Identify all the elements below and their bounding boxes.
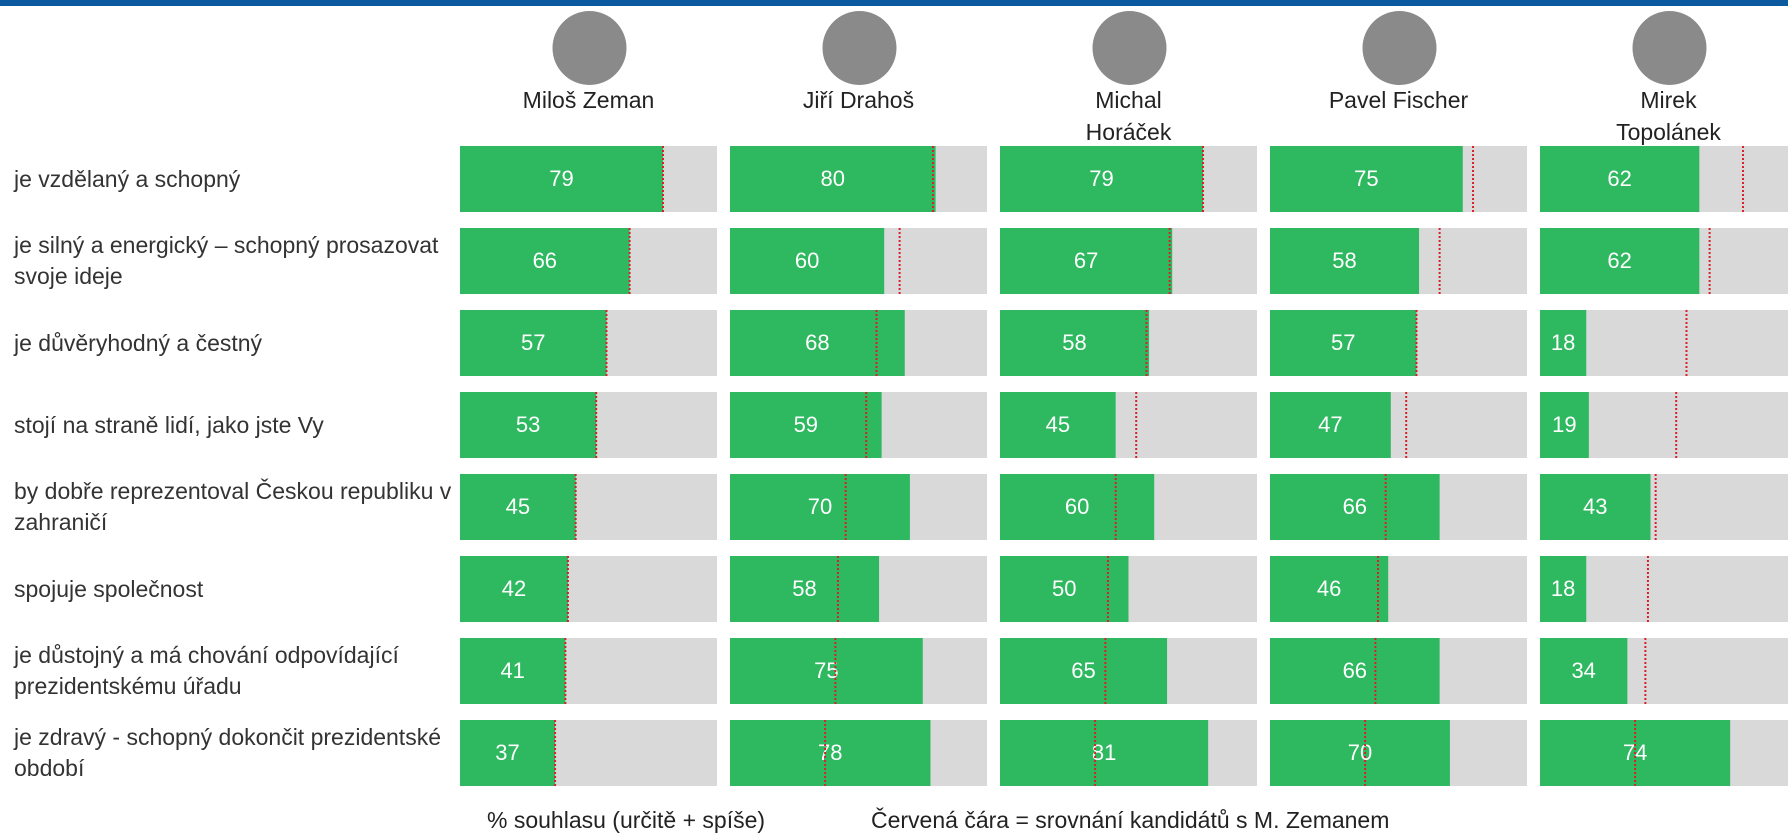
value-label: 60 [795, 248, 819, 273]
bar [460, 228, 630, 294]
value-label: 42 [502, 576, 526, 601]
value-label: 58 [1332, 248, 1356, 273]
value-label: 18 [1551, 330, 1575, 355]
bar [1540, 392, 1589, 458]
bar [1270, 556, 1389, 622]
bar [730, 474, 910, 540]
value-label: 57 [1331, 330, 1355, 355]
value-label: 58 [792, 576, 816, 601]
candidate-name: Michal Horáček [1085, 87, 1172, 145]
bar [1000, 474, 1155, 540]
value-label: 70 [808, 494, 832, 519]
value-label: 80 [821, 166, 845, 191]
bar [1540, 310, 1587, 376]
bar [1270, 392, 1391, 458]
candidate-photo [822, 11, 897, 85]
row-label: je vzdělaný a schopný [14, 165, 241, 192]
top-bar [0, 0, 1788, 6]
bar [1540, 146, 1700, 212]
bar [1270, 638, 1440, 704]
bar [1000, 638, 1168, 704]
bar [730, 556, 880, 622]
value-label: 68 [805, 330, 829, 355]
bar [730, 720, 931, 786]
bar [1000, 310, 1150, 376]
value-label: 79 [1089, 166, 1113, 191]
value-label: 57 [521, 330, 545, 355]
bar [460, 638, 566, 704]
row-label: je silný a energický – schopný prosazova… [14, 232, 439, 289]
bar [460, 310, 607, 376]
row-label: spojuje společnost [14, 575, 204, 602]
candidate-photo [1632, 11, 1707, 85]
candidate-photo [552, 11, 627, 85]
bar [460, 392, 597, 458]
value-label: 19 [1552, 412, 1576, 437]
value-label: 62 [1607, 166, 1631, 191]
value-label: 78 [818, 740, 842, 765]
bar [1540, 638, 1628, 704]
bar [1540, 556, 1587, 622]
row-label: by dobře reprezentoval Českou republiku … [14, 478, 452, 535]
value-label: 67 [1074, 248, 1098, 273]
value-label: 45 [1046, 412, 1070, 437]
value-label: 65 [1071, 658, 1095, 683]
bar [730, 146, 936, 212]
value-label: 66 [533, 248, 557, 273]
row-label: je zdravý - schopný dokončit prezidentsk… [14, 724, 441, 781]
bar [1270, 310, 1417, 376]
candidate-photo [1362, 11, 1437, 85]
bar [460, 146, 664, 212]
annotation: Červená čára = srovnání kandidátů s M. Z… [871, 807, 1390, 833]
bar [1000, 146, 1204, 212]
value-label: 66 [1343, 494, 1367, 519]
value-label: 53 [516, 412, 540, 437]
value-label: 43 [1583, 494, 1607, 519]
bar [1000, 720, 1209, 786]
row-label: je důstojný a má chování odpovídající pr… [14, 642, 399, 699]
bar [730, 228, 885, 294]
value-label: 47 [1318, 412, 1342, 437]
value-label: 79 [549, 166, 573, 191]
annotation: % souhlasu (určitě + spíše) [487, 807, 766, 833]
bar [1270, 720, 1450, 786]
value-label: 45 [506, 494, 530, 519]
bar [1540, 228, 1700, 294]
value-label: 34 [1571, 658, 1595, 683]
value-label: 75 [1354, 166, 1378, 191]
bar [460, 556, 568, 622]
bar [730, 392, 882, 458]
candidate-name: Miloš Zeman [522, 87, 655, 113]
value-label: 18 [1551, 576, 1575, 601]
bar [460, 720, 556, 786]
bar [730, 638, 923, 704]
value-label: 59 [794, 412, 818, 437]
bar [1270, 146, 1463, 212]
value-label: 50 [1052, 576, 1076, 601]
value-label: 60 [1065, 494, 1089, 519]
value-label: 66 [1343, 658, 1367, 683]
value-label: 46 [1317, 576, 1341, 601]
value-label: 62 [1607, 248, 1631, 273]
value-label: 70 [1348, 740, 1372, 765]
candidate-name: Mirek Topolánek [1616, 87, 1721, 145]
value-label: 41 [500, 658, 524, 683]
bar [460, 474, 576, 540]
candidate-photo [1092, 11, 1167, 85]
candidate-name: Jiří Drahoš [802, 87, 915, 113]
value-label: 58 [1062, 330, 1086, 355]
bar [1000, 228, 1173, 294]
bar [1000, 392, 1116, 458]
bar [1540, 474, 1651, 540]
value-label: 37 [495, 740, 519, 765]
bar [1270, 474, 1440, 540]
row-label: stojí na straně lidí, jako jste Vy [14, 411, 324, 438]
bar [1270, 228, 1420, 294]
candidate-name: Pavel Fischer [1328, 87, 1469, 113]
row-label: je důvěryhodný a čestný [14, 329, 263, 356]
